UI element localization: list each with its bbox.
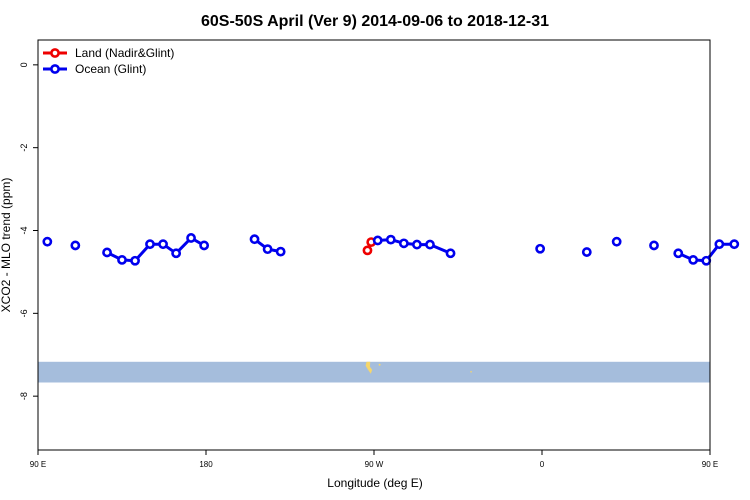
- legend-label: Land (Nadir&Glint): [75, 46, 174, 60]
- data-point: [372, 235, 383, 246]
- data-point: [186, 233, 196, 243]
- data-point: [701, 255, 712, 266]
- data-point: [673, 248, 684, 259]
- map-strip-land: [365, 361, 373, 374]
- data-point: [117, 255, 127, 265]
- x-tick-label: 90 W: [365, 460, 384, 469]
- data-point: [425, 239, 435, 250]
- x-tick-label: 180: [199, 460, 213, 469]
- data-point: [70, 240, 81, 251]
- data-point: [102, 247, 112, 258]
- axes: 90 E 180 90 W 0 90 E 0 -2 -4 -6 -8: [19, 39, 718, 469]
- data-point: [362, 245, 373, 256]
- data-point: [262, 244, 273, 255]
- data-point: [385, 234, 396, 245]
- data-point: [158, 239, 168, 250]
- y-tick-label: -6: [19, 309, 29, 317]
- data-point: [714, 239, 725, 250]
- data-point: [535, 243, 546, 254]
- data-point: [130, 255, 140, 266]
- data-point: [611, 236, 622, 247]
- x-tick-label: 90 E: [30, 460, 46, 469]
- y-tick-label: -8: [19, 392, 29, 400]
- map-strip-island: [378, 363, 381, 366]
- legend-marker: [50, 64, 60, 74]
- data-point: [445, 248, 456, 259]
- data-point: [171, 248, 182, 259]
- data-point: [199, 240, 210, 251]
- chart-title: 60S-50S April (Ver 9) 2014-09-06 to 2018…: [201, 13, 549, 30]
- legend-marker: [50, 48, 60, 58]
- data-point: [412, 239, 422, 250]
- plot-area: [38, 233, 740, 383]
- data-point: [145, 239, 155, 250]
- data-point: [729, 239, 740, 250]
- x-tick-label: 90 E: [702, 460, 718, 469]
- y-tick-label: -4: [19, 226, 29, 234]
- data-point: [581, 247, 592, 257]
- data-point: [688, 255, 699, 265]
- data-point: [398, 238, 409, 249]
- y-tick-label: 0: [19, 62, 29, 67]
- x-tick-label: 0: [540, 460, 545, 469]
- series-ocean: [42, 233, 740, 266]
- map-strip-island: [470, 370, 472, 373]
- legend: Land (Nadir&Glint) Ocean (Glint): [43, 46, 174, 76]
- y-tick-label: -2: [19, 144, 29, 152]
- data-point: [42, 236, 53, 247]
- series-land: [362, 237, 377, 256]
- x-axis-label: Longitude (deg E): [327, 476, 422, 490]
- data-point: [249, 234, 260, 245]
- legend-label: Ocean (Glint): [75, 62, 146, 76]
- data-point: [649, 240, 659, 251]
- map-strip-ocean: [38, 361, 710, 383]
- y-axis-label: XCO2 - MLO trend (ppm): [0, 178, 13, 313]
- data-point: [275, 246, 286, 257]
